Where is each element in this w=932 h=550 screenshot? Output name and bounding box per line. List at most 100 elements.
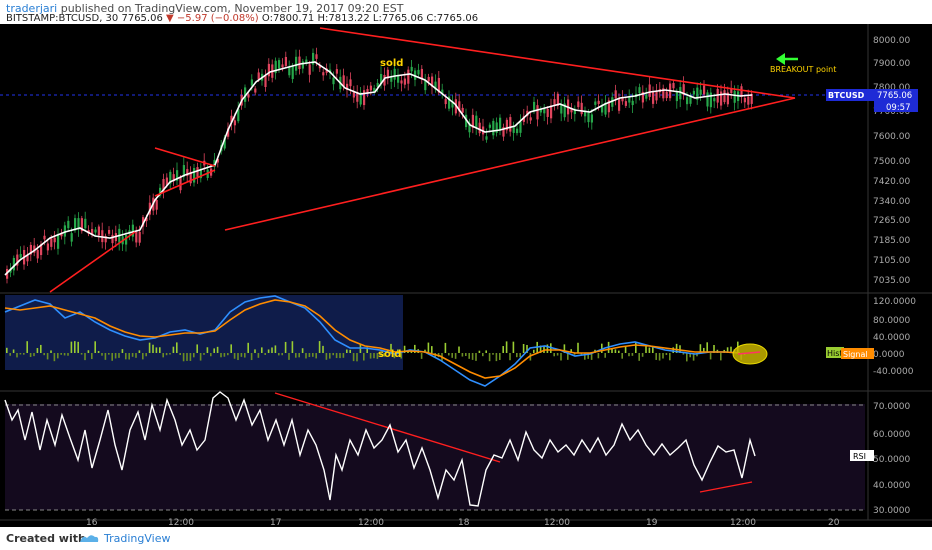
- candle-body: [267, 63, 270, 77]
- histogram-bar: [186, 353, 188, 361]
- histogram-bar: [162, 353, 164, 358]
- histogram-bar: [529, 353, 532, 361]
- histogram-bar: [709, 353, 712, 360]
- histogram-bar: [597, 353, 600, 359]
- rsi-divergence-line[interactable]: [699, 481, 753, 493]
- candle-body: [356, 92, 359, 102]
- histogram-bar: [505, 341, 508, 353]
- candle-body: [543, 108, 546, 114]
- price-tick-label: 7265.00: [873, 216, 910, 226]
- time-tick-label: 17: [270, 518, 281, 527]
- chart-area[interactable]: 8000.00 7900.00 7800.00 7700.00 7600.00 …: [0, 24, 932, 527]
- trend-line-flag-top[interactable]: [154, 147, 216, 167]
- candle-body: [264, 75, 267, 88]
- signal-line: [4, 299, 741, 379]
- histogram-bar: [512, 341, 515, 353]
- candle-body: [519, 121, 522, 133]
- histogram-bar: [80, 353, 83, 355]
- tradingview-logo-icon: [80, 535, 99, 542]
- histogram-bar: [703, 347, 705, 353]
- candle-body: [50, 238, 53, 247]
- trend-line-flag-bottom[interactable]: [154, 169, 216, 197]
- candle-body: [743, 97, 746, 103]
- histogram-bar: [145, 353, 147, 357]
- candle-body: [733, 90, 736, 103]
- candle-body: [471, 114, 474, 128]
- histogram-bar: [57, 353, 59, 359]
- left-arrow-icon: [776, 53, 798, 65]
- candle-body: [19, 254, 22, 258]
- histogram-bar: [363, 353, 365, 361]
- histogram-bar: [638, 353, 640, 361]
- histogram-bar: [546, 344, 549, 353]
- candle-body: [193, 167, 196, 183]
- histogram-bar: [182, 353, 185, 362]
- histogram-bar: [257, 353, 260, 358]
- trend-line-lower-left[interactable]: [49, 231, 136, 293]
- histogram-bar: [301, 348, 304, 353]
- candle-body: [349, 79, 352, 87]
- histogram-bar: [346, 349, 348, 353]
- time-axis: 16 12:00 17 12:00 18 12:00 19 12:00 20: [86, 518, 840, 527]
- histogram-bar: [696, 353, 698, 357]
- candle-body: [536, 105, 539, 120]
- author-link[interactable]: traderjari: [6, 2, 58, 15]
- candle-body: [74, 218, 77, 231]
- histogram-bar: [240, 353, 243, 357]
- histogram-bar: [628, 353, 630, 357]
- rsi-trend-line[interactable]: [274, 392, 501, 463]
- histogram-bar: [230, 344, 232, 353]
- candle-body: [703, 85, 706, 95]
- candle-body: [29, 244, 32, 255]
- histogram-bar: [87, 350, 90, 353]
- time-tick-label: 12:00: [168, 518, 194, 527]
- rsi-tick-label: 70.0000: [873, 402, 910, 412]
- candle-body: [499, 117, 502, 130]
- histogram-bar: [726, 347, 729, 353]
- candle-body: [468, 123, 471, 133]
- histogram-bar: [611, 348, 613, 353]
- rsi-legend-tag: [850, 450, 874, 461]
- histogram-bar: [420, 353, 423, 359]
- candle-body: [611, 97, 614, 107]
- candle-body: [723, 90, 726, 103]
- candle-body: [369, 85, 372, 91]
- histogram-bar: [152, 344, 154, 353]
- price-tick-label: 7500.00: [873, 157, 910, 167]
- histogram-bar: [19, 353, 22, 355]
- countdown-tag: [874, 101, 918, 112]
- candle-body: [213, 159, 216, 168]
- hist-legend-label: Hist: [827, 349, 843, 358]
- chart-svg[interactable]: 8000.00 7900.00 7800.00 7700.00 7600.00 …: [0, 24, 932, 527]
- macd-tick-label: 80.0000: [873, 316, 910, 326]
- histogram-bar: [189, 353, 192, 361]
- triangle-resistance-line[interactable]: [319, 27, 796, 99]
- candle-body: [601, 105, 604, 113]
- candle-body: [247, 94, 250, 98]
- last-price: 7765.06: [121, 13, 163, 24]
- candle-body: [57, 234, 60, 249]
- triangle-support-line[interactable]: [224, 97, 796, 231]
- macd-tick-label: -40.0000: [873, 367, 914, 377]
- down-triangle-icon: ▼: [166, 13, 174, 24]
- candle-body: [332, 77, 335, 85]
- price-tick-label: 7185.00: [873, 236, 910, 246]
- histogram-bar: [101, 353, 103, 356]
- price-tick-label: 8000.00: [873, 36, 910, 46]
- candle-body: [63, 225, 66, 237]
- candle-body: [492, 120, 495, 136]
- price-tick-label: 7800.00: [873, 83, 910, 93]
- histogram-bar: [431, 346, 433, 353]
- candle-body: [186, 169, 189, 176]
- candle-body: [529, 117, 532, 121]
- price-tick-label: 7340.00: [873, 197, 910, 207]
- candle-body: [308, 64, 311, 75]
- tradingview-brand[interactable]: TradingView: [104, 532, 171, 545]
- price-tick-label: 7420.00: [873, 177, 910, 187]
- candle-body: [692, 90, 695, 95]
- histogram-bar: [50, 350, 52, 353]
- histogram-bar: [553, 353, 555, 357]
- candle-body: [254, 88, 257, 93]
- candle-body: [546, 108, 549, 117]
- histogram-bar: [373, 353, 375, 359]
